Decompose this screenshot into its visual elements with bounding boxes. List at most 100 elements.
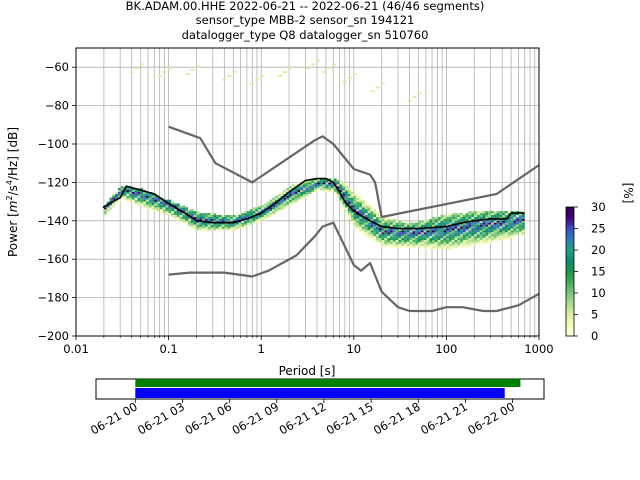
density-cell	[185, 222, 189, 225]
density-cell	[185, 216, 189, 219]
density-cell-sparse	[347, 76, 352, 79]
density-cell	[260, 215, 264, 217]
density-cell	[471, 240, 475, 242]
density-cell	[294, 193, 298, 196]
density-cell	[289, 201, 292, 204]
density-cell	[505, 224, 508, 227]
density-cell	[336, 180, 340, 183]
density-cell	[151, 193, 155, 196]
density-cell	[462, 230, 466, 233]
density-cell	[260, 209, 264, 212]
density-cell	[448, 234, 452, 237]
density-cell	[496, 213, 500, 216]
density-cell	[221, 216, 225, 219]
density-cell	[370, 213, 374, 216]
density-cell	[468, 228, 472, 231]
density-cell	[482, 232, 486, 235]
density-cell	[392, 240, 396, 242]
density-cell	[336, 195, 340, 198]
density-cell	[210, 216, 214, 219]
density-cell	[342, 192, 346, 194]
density-cell	[364, 207, 368, 210]
density-cell	[513, 228, 517, 231]
density-cell	[216, 216, 219, 219]
density-cell	[120, 195, 124, 198]
density-cell	[375, 226, 379, 229]
density-cell	[434, 243, 438, 246]
density-cell	[266, 213, 270, 216]
density-cell	[519, 211, 522, 214]
density-cell	[440, 232, 444, 235]
density-cell	[496, 215, 500, 217]
density-cell	[409, 243, 413, 246]
density-cell	[109, 199, 113, 202]
density-cell	[145, 197, 149, 200]
y-tick-label: −60	[45, 60, 69, 74]
density-cell	[103, 207, 107, 210]
density-cell	[235, 218, 239, 221]
density-cell	[143, 197, 146, 200]
density-cell	[263, 211, 267, 214]
density-cell	[423, 243, 427, 246]
density-cell	[336, 192, 340, 194]
density-cell	[474, 230, 477, 233]
density-cell	[496, 232, 500, 235]
density-cell	[488, 218, 491, 221]
density-cell	[367, 207, 371, 210]
density-cell	[345, 186, 348, 189]
density-cell-sparse	[375, 86, 380, 89]
density-cell	[216, 218, 219, 221]
density-cell	[148, 203, 152, 206]
density-cell	[390, 218, 393, 221]
density-cell	[325, 180, 329, 183]
density-cell	[333, 180, 337, 183]
density-cell	[359, 209, 362, 212]
density-cell	[488, 241, 491, 244]
density-cell	[404, 222, 407, 225]
density-cell	[241, 224, 245, 227]
density-cell	[485, 226, 489, 229]
density-cell	[241, 226, 245, 229]
density-cell	[496, 234, 500, 237]
density-cell	[255, 211, 259, 214]
density-cell	[513, 211, 517, 214]
density-cell	[303, 190, 306, 192]
density-cell	[499, 213, 503, 216]
density-cell	[451, 247, 455, 250]
density-cell	[474, 241, 477, 244]
density-cell	[465, 230, 469, 233]
density-cell-sparse	[370, 90, 375, 93]
density-cell	[429, 245, 433, 248]
density-cell	[395, 232, 399, 235]
density-cell	[336, 182, 340, 185]
x-axis-label: Period [s]	[279, 364, 336, 378]
density-cell	[465, 228, 469, 231]
density-cell	[412, 238, 416, 240]
density-cell	[519, 215, 522, 217]
density-cell	[451, 226, 455, 229]
density-cell	[297, 195, 301, 198]
density-cell	[474, 218, 477, 221]
density-cell	[370, 236, 374, 239]
density-cell	[361, 201, 365, 204]
density-cell	[272, 207, 275, 210]
density-cell	[432, 220, 435, 223]
density-cell	[432, 230, 435, 233]
density-cell	[490, 240, 494, 242]
density-cell	[221, 228, 225, 231]
density-cell	[263, 215, 267, 217]
density-cell-sparse	[250, 82, 255, 85]
density-cell	[373, 234, 376, 237]
density-cell	[356, 199, 360, 202]
density-cell	[434, 241, 438, 244]
density-cell	[193, 213, 197, 216]
density-cell	[437, 236, 441, 239]
density-cell	[488, 232, 491, 235]
density-cell	[460, 228, 463, 231]
density-cell	[516, 213, 520, 216]
density-cell	[437, 222, 441, 225]
density-cell	[507, 226, 511, 229]
density-cell	[373, 226, 376, 229]
density-cell	[457, 230, 461, 233]
density-cell	[404, 230, 407, 233]
